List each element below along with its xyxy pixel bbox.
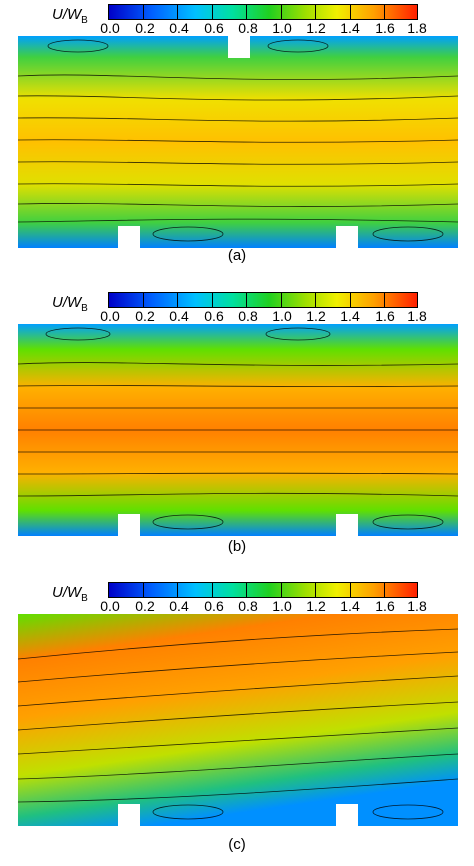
panel-b: U/WB 0.0 0.2 0.4 0.6 0.8 1.0 1.2 1.4 1.6…: [0, 288, 474, 568]
flow-field-c: [18, 614, 458, 826]
tick-label: 0.0: [100, 20, 120, 36]
tick-label: 1.8: [407, 308, 427, 324]
tick-label: 1.8: [407, 20, 427, 36]
tick-label: 0.6: [204, 20, 224, 36]
tick-label: 0.6: [204, 598, 224, 614]
colorbar: [108, 582, 418, 598]
colorbar-label: U/WB: [52, 294, 88, 314]
panel-caption: (a): [227, 247, 247, 264]
tick-label: 0.6: [204, 308, 224, 324]
tick-label: 0.8: [238, 308, 258, 324]
tick-label: 1.4: [340, 598, 360, 614]
panel-c: U/WB 0.0 0.2 0.4 0.6 0.8 1.0 1.2 1.4 1.6…: [0, 578, 474, 866]
colorbar-label: U/WB: [52, 584, 88, 604]
tick-label: 1.2: [306, 20, 326, 36]
tick-label: 0.2: [135, 20, 155, 36]
tick-label: 1.4: [340, 20, 360, 36]
flow-field-a: [18, 36, 458, 248]
tick-label: 0.0: [100, 598, 120, 614]
tick-label: 1.6: [375, 598, 395, 614]
tick-label: 0.2: [135, 598, 155, 614]
tick-label: 0.8: [238, 598, 258, 614]
tick-label: 1.8: [407, 598, 427, 614]
tick-label: 0.8: [238, 20, 258, 36]
tick-label: 1.6: [375, 20, 395, 36]
tick-label: 1.2: [306, 308, 326, 324]
flow-field-b: [18, 324, 458, 536]
panel-a: U/WB 0.0 0.2 0.4 0.6 0.8 1.0 1.2 1.4 1.6…: [0, 0, 474, 280]
tick-label: 1.2: [306, 598, 326, 614]
colorbar-label: U/WB: [52, 6, 88, 26]
tick-label: 0.4: [169, 308, 189, 324]
tick-label: 1.0: [272, 20, 292, 36]
tick-label: 0.4: [169, 598, 189, 614]
tick-label: 1.0: [272, 308, 292, 324]
tick-label: 1.0: [272, 598, 292, 614]
colorbar: [108, 292, 418, 308]
panel-caption: (c): [228, 836, 246, 853]
tick-label: 1.6: [375, 308, 395, 324]
panel-caption: (b): [227, 538, 247, 555]
tick-label: 0.4: [169, 20, 189, 36]
tick-label: 0.2: [135, 308, 155, 324]
tick-label: 0.0: [100, 308, 120, 324]
tick-label: 1.4: [340, 308, 360, 324]
colorbar: [108, 4, 418, 20]
